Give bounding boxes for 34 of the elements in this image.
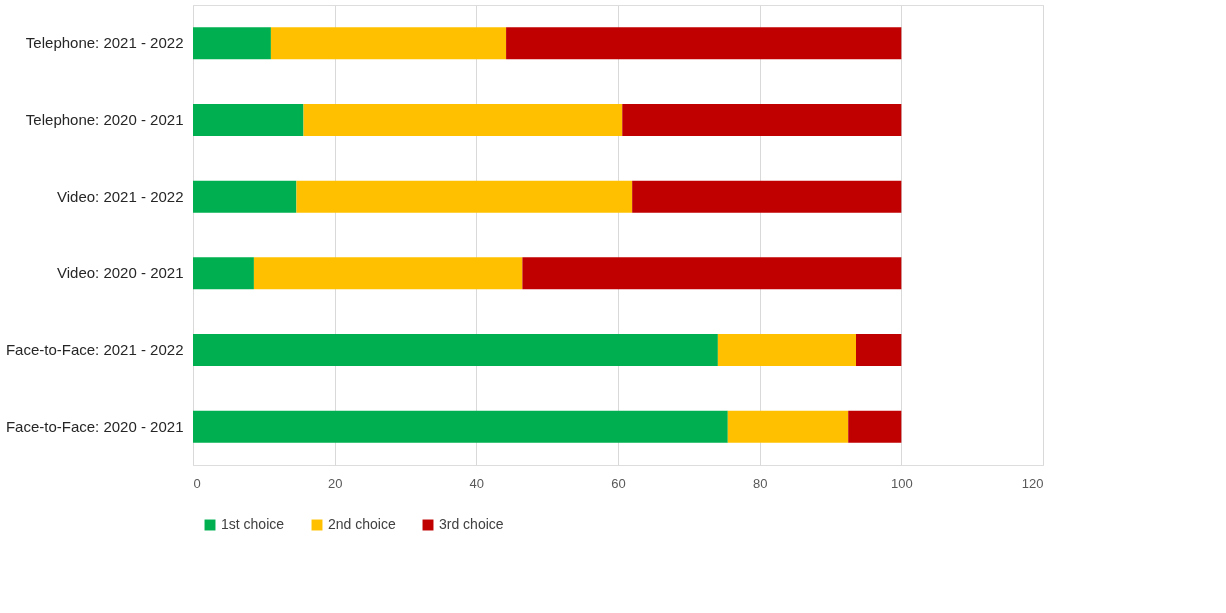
bar (856, 334, 902, 366)
y-tick-label: Telephone: 2020 - 2021 (25, 111, 184, 128)
bar (193, 104, 304, 136)
x-tick-label: 100 (890, 475, 913, 491)
y-tick-label: Telephone: 2021 - 2022 (25, 34, 184, 52)
y-tick-label: Video: 2020 - 2021 (57, 264, 184, 282)
bar (522, 257, 902, 290)
x-tick-label: 40 (469, 475, 485, 491)
bar (632, 180, 902, 213)
y-tick-label: Face-to-Face: 2020 - 2021 (5, 417, 184, 435)
bar (193, 257, 254, 290)
bar (193, 27, 271, 60)
bar (848, 410, 902, 443)
bar (717, 334, 856, 366)
bar (193, 180, 297, 213)
bar (622, 104, 902, 136)
y-tick-label: Video: 2021 - 2022 (57, 187, 184, 205)
x-tick-label: 80 (752, 475, 768, 491)
bar (296, 180, 633, 213)
bar (253, 257, 523, 290)
x-tick-label: 120 (1021, 475, 1044, 491)
bar (270, 27, 507, 60)
legend-label: 1st choice (221, 516, 285, 532)
bar (506, 27, 902, 60)
x-tick-label: 0 (193, 475, 201, 491)
legend-label: 2nd choice (328, 516, 396, 532)
bar (193, 334, 718, 366)
bar (727, 410, 849, 443)
y-tick-label: Face-to-Face: 2021 - 2022 (5, 341, 184, 358)
x-tick-label: 60 (611, 475, 626, 491)
x-tick-label: 20 (327, 475, 343, 491)
bar (193, 410, 728, 443)
legend-label: 3rd choice (439, 516, 504, 532)
bar (303, 104, 623, 136)
